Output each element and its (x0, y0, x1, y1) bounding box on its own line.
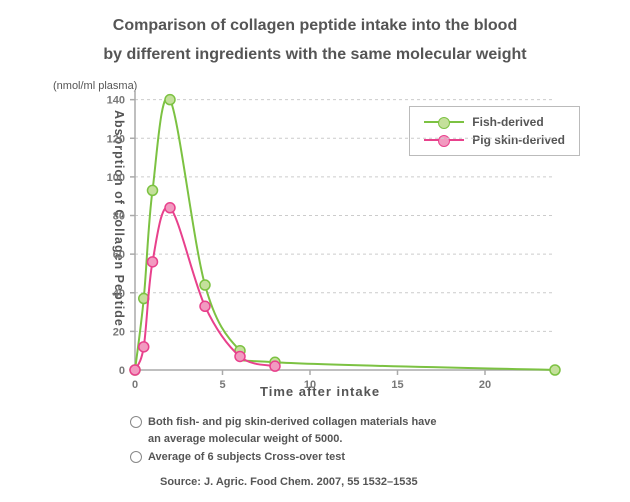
bullet-icon (130, 416, 142, 428)
svg-text:10: 10 (304, 379, 316, 391)
svg-text:140: 140 (107, 95, 125, 107)
footnotes: Both fish- and pig skin-derived collagen… (130, 414, 437, 468)
svg-text:5: 5 (219, 379, 225, 391)
svg-text:60: 60 (113, 249, 125, 261)
svg-text:40: 40 (113, 288, 125, 300)
title-line2: by different ingredients with the same m… (103, 46, 526, 63)
chart-svg: 02040608010012014005101520 (135, 90, 555, 370)
source-citation: Source: J. Agric. Food Chem. 2007, 55 15… (160, 476, 418, 488)
svg-text:100: 100 (107, 172, 125, 184)
plot-area: 02040608010012014005101520 (135, 90, 555, 370)
title-line1: Comparison of collagen peptide intake in… (113, 17, 517, 34)
bullet-icon (130, 451, 142, 463)
note1-line2: an average molecular weight of 5000. (148, 433, 342, 445)
x-axis-label: Time after intake (260, 384, 380, 399)
footnote-1: Both fish- and pig skin-derived collagen… (130, 414, 437, 447)
svg-text:15: 15 (391, 379, 403, 391)
chart-title: Comparison of collagen peptide intake in… (0, 0, 630, 70)
chart-figure: Comparison of collagen peptide intake in… (0, 0, 630, 502)
svg-text:20: 20 (113, 326, 125, 338)
svg-text:20: 20 (479, 379, 491, 391)
note1-line1: Both fish- and pig skin-derived collagen… (148, 416, 437, 428)
svg-text:0: 0 (132, 379, 138, 391)
svg-text:80: 80 (113, 211, 125, 223)
footnote-2: Average of 6 subjects Cross-over test (130, 449, 437, 466)
y-axis-unit: (nmol/ml plasma) (53, 80, 137, 92)
svg-text:120: 120 (107, 133, 125, 145)
note2-text: Average of 6 subjects Cross-over test (148, 449, 345, 466)
svg-text:0: 0 (119, 365, 125, 377)
